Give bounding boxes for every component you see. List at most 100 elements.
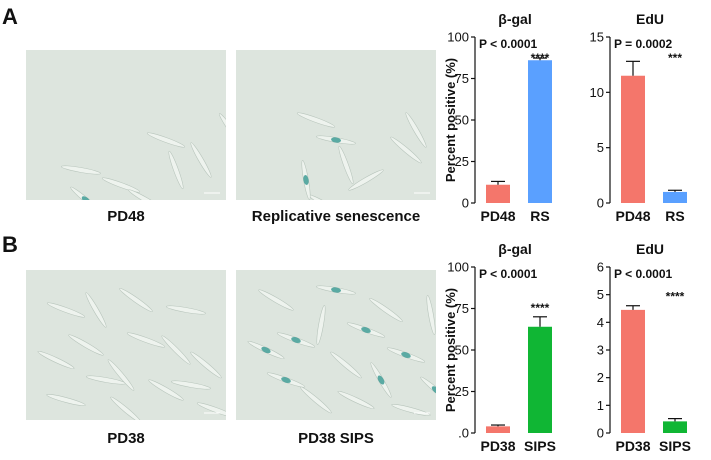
y-tick-label: 15 xyxy=(590,30,604,45)
y-tick-label: 5 xyxy=(597,140,604,155)
x-tick-label: PD38 xyxy=(480,438,515,454)
y-tick-label: 10 xyxy=(590,85,604,100)
micrograph-background xyxy=(236,50,436,200)
chart-a-edu: EdU 0 5 10 15 PD48 RS P = 0.0002*** xyxy=(590,11,687,224)
stained-cell xyxy=(401,352,411,358)
p-value-label: P < 0.0001 xyxy=(479,267,537,281)
cell xyxy=(348,169,384,191)
caption-pd38-sips: PD38 SIPS xyxy=(298,430,374,447)
y-tick-label: 4 xyxy=(597,315,604,330)
stained-cell xyxy=(331,287,341,293)
cell xyxy=(85,292,107,328)
chart-title: β-gal xyxy=(498,241,531,257)
bar xyxy=(528,326,552,433)
x-tick-label: PD48 xyxy=(615,208,650,224)
cell xyxy=(300,386,332,414)
y-tick-label: 75 xyxy=(455,301,469,316)
y-tick-label: 0 xyxy=(597,426,604,441)
micrograph-rs-svg xyxy=(236,50,436,200)
micrograph-pd48 xyxy=(26,50,226,200)
micrograph-pd38-sips xyxy=(236,270,436,420)
micrograph-pd48-svg xyxy=(26,50,226,200)
cell xyxy=(316,304,326,346)
x-tick-label: RS xyxy=(665,208,684,224)
cell xyxy=(60,165,102,175)
cell xyxy=(219,113,226,147)
cell xyxy=(258,289,294,311)
cell xyxy=(168,150,184,190)
bar xyxy=(621,75,645,203)
caption-pd38: PD38 xyxy=(107,430,145,447)
cell xyxy=(170,380,212,390)
bar xyxy=(663,421,687,433)
cell xyxy=(369,298,403,322)
y-tick-label: 3 xyxy=(597,343,604,358)
cell xyxy=(330,351,362,379)
bar xyxy=(663,191,687,203)
y-tick-label: .0 xyxy=(458,426,469,441)
y-axis-label: Percent positive (%) xyxy=(443,58,458,182)
cell xyxy=(146,132,186,148)
cell xyxy=(107,359,135,391)
cell xyxy=(338,145,354,185)
x-tick-label: PD48 xyxy=(480,208,515,224)
p-value-label: P = 0.0002 xyxy=(614,37,672,51)
chart-b-edu: EdU 0 1 2 3 4 5 6 PD38 SIPS P < 0.0001 **** xyxy=(597,241,691,454)
chart-b-bgal: β-gal Percent positive (%).0 25 50 75 100 PD38… xyxy=(443,241,556,454)
y-tick-label: 75 xyxy=(455,71,469,86)
x-tick-label: SIPS xyxy=(524,438,556,454)
cell xyxy=(190,351,222,379)
cell xyxy=(46,394,86,406)
stained-cell xyxy=(331,137,341,143)
cell xyxy=(190,142,212,178)
x-tick-label: RS xyxy=(530,208,549,224)
y-tick-label: 100 xyxy=(447,260,469,275)
y-tick-label: 100 xyxy=(447,30,469,45)
p-value-label: P < 0.0001 xyxy=(614,267,672,281)
cell xyxy=(128,189,164,200)
stained-cell xyxy=(261,346,271,354)
x-tick-label: SIPS xyxy=(659,438,691,454)
caption-replicative-senescence: Replicative senescence xyxy=(251,208,421,225)
cell xyxy=(126,332,166,348)
cell xyxy=(119,288,153,312)
stained-cell xyxy=(361,327,371,333)
y-tick-label: 5 xyxy=(597,287,604,302)
cell xyxy=(148,379,184,401)
cell xyxy=(390,136,422,164)
y-tick-label: 50 xyxy=(455,343,469,358)
caption-pd48: PD48 xyxy=(107,208,145,225)
y-tick-label: 6 xyxy=(597,260,604,275)
cell xyxy=(68,334,104,356)
chart-title: EdU xyxy=(636,11,664,27)
cell xyxy=(337,390,375,410)
cell xyxy=(101,177,141,193)
x-tick-label: PD38 xyxy=(615,438,650,454)
y-tick-label: 0 xyxy=(597,196,604,211)
bar xyxy=(528,60,552,203)
micrograph-background xyxy=(26,50,226,200)
cell xyxy=(426,294,436,336)
stained-cell xyxy=(303,175,309,185)
micrograph-replicative-senescence xyxy=(236,50,436,200)
micrograph-pd38-sips-svg xyxy=(236,270,436,420)
cell xyxy=(405,112,427,148)
cell xyxy=(161,335,191,365)
significance-stars: *** xyxy=(668,51,682,65)
y-tick-label: 1 xyxy=(597,398,604,413)
micrograph-pd38-svg xyxy=(26,270,226,420)
significance-stars: **** xyxy=(531,51,550,65)
bar xyxy=(486,184,510,203)
y-tick-label: 25 xyxy=(455,154,469,169)
y-tick-label: 2 xyxy=(597,370,604,385)
cell xyxy=(46,302,86,318)
cell xyxy=(196,402,226,418)
chart-title: β-gal xyxy=(498,11,531,27)
significance-stars: **** xyxy=(531,301,550,315)
y-axis-label: Percent positive (%) xyxy=(443,288,458,412)
stained-cell xyxy=(281,377,291,383)
y-tick-label: 50 xyxy=(455,113,469,128)
chart-title: EdU xyxy=(636,241,664,257)
panel-letter-a: A xyxy=(2,4,18,29)
chart-a-bgal: β-gal Percent positive (%) 0 25 50 75 100 PD48 R… xyxy=(443,11,552,224)
